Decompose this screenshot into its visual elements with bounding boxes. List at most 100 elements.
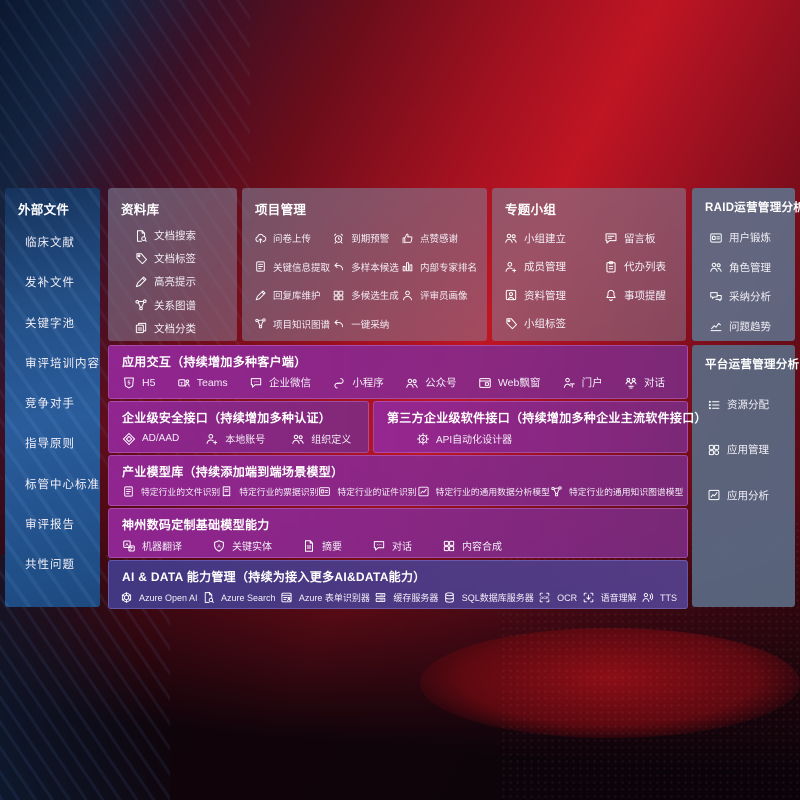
item-label: 内部专家排名 (419, 262, 477, 274)
list-item[interactable]: 事项提醒 (604, 288, 666, 303)
item-label: 关键字池 (25, 317, 75, 330)
list-item[interactable]: 门户 (562, 375, 603, 390)
item-label: TTS (659, 592, 677, 603)
list-item[interactable]: 特定行业的证件识别 (318, 485, 417, 498)
base-models-list: 机器翻译 关键实体 摘要 对话 内容合成 (109, 533, 687, 553)
list-item[interactable]: H5 (122, 376, 155, 390)
item-label: 留言板 (624, 232, 656, 245)
app-interaction-title: 应用交互（持续增加多种客户端） (122, 355, 307, 369)
list-item[interactable]: 小组建立 (504, 231, 566, 246)
list-item[interactable]: 文档标签 (134, 251, 237, 266)
list-item[interactable]: 发补文件 (25, 274, 100, 290)
list-item[interactable]: 指导原则 (25, 435, 100, 451)
doc-icon (302, 539, 316, 553)
list-item[interactable]: 一键采纳 (332, 317, 399, 331)
list-item[interactable]: 关键字池 (25, 315, 100, 331)
item-label: 资源分配 (727, 399, 769, 412)
raid-analysis-panel: RAID运营管理分析 用户锻炼 角色管理 采纳分析 问题趋势 (692, 188, 800, 341)
speech-icon (582, 591, 595, 604)
list-item[interactable]: 小程序 (332, 375, 384, 390)
list-item[interactable]: 用户锻炼 (709, 230, 795, 245)
list-item[interactable]: 评审员画像 (401, 288, 477, 302)
list-item[interactable]: 竞争对手 (25, 395, 100, 411)
item-label: H5 (142, 376, 156, 389)
list-item[interactable]: 关键实体 (212, 538, 272, 553)
list-item[interactable]: 摘要 (302, 538, 342, 553)
doc-search-icon (202, 591, 215, 604)
list-item[interactable]: 点赞感谢 (401, 231, 477, 245)
list-item[interactable]: 关系图谱 (134, 298, 237, 313)
list-item[interactable]: 关键信息提取 (254, 260, 330, 274)
list-item[interactable]: 留言板 (604, 231, 666, 246)
list-item[interactable]: 共性问题 (25, 556, 100, 572)
list-item[interactable]: 临床文献 (25, 234, 100, 250)
list-item[interactable]: API自动化设计器 (416, 431, 512, 446)
list-item[interactable]: 企业微信 (249, 375, 311, 390)
list-item[interactable]: 特定行业的文件识别 (122, 485, 220, 498)
item-label: 审评培训内容 (25, 357, 100, 370)
list-item[interactable]: 应用分析 (707, 488, 795, 503)
list-item[interactable]: 审评报告 (25, 516, 100, 532)
item-label: 审评报告 (25, 518, 75, 531)
list-item[interactable]: 本地账号 (205, 431, 265, 446)
list-item[interactable]: 组织定义 (291, 431, 351, 446)
item-label: 点赞感谢 (419, 234, 458, 246)
list-item[interactable]: 资源分配 (707, 397, 795, 412)
list-item[interactable]: 问题趋势 (709, 319, 795, 334)
list-item[interactable]: 到期预警 (332, 231, 399, 245)
list-item[interactable]: 机器翻译 (122, 538, 182, 553)
industry-models-list: 特定行业的文件识别 特定行业的票据识别 特定行业的证件识别 特定行业的通用数据分析模型… (109, 480, 687, 498)
list-item[interactable]: 成员管理 (504, 259, 566, 274)
item-label: 小组建立 (524, 232, 566, 245)
list-item[interactable]: Azure 表单识别器 (280, 591, 370, 604)
list-item[interactable]: 应用管理 (707, 442, 795, 457)
list-item[interactable]: 文档分类 (134, 321, 237, 336)
list-item[interactable]: 内容合成 (442, 538, 502, 553)
list-item[interactable]: 特定行业的票据识别 (220, 485, 318, 498)
item-label: 用户锻炼 (729, 232, 771, 245)
platform-analysis-panel: 平台运营管理分析 资源分配 应用管理 应用分析 (692, 345, 799, 607)
list-item[interactable]: OCR (538, 591, 577, 604)
list-item[interactable]: 对话 (624, 375, 665, 390)
list-item[interactable]: 文档搜索 (134, 228, 237, 243)
list-item[interactable]: 多候选生成 (332, 288, 399, 302)
raid-analysis-list: 用户锻炼角色管理采纳分析问题趋势 (709, 223, 795, 341)
list-item[interactable]: 对话 (372, 538, 412, 553)
list-item[interactable]: Teams (177, 376, 228, 390)
list-item[interactable]: 内部专家排名 (401, 260, 477, 274)
list-item[interactable]: SQL数据库服务器 (443, 591, 534, 604)
openai-icon (120, 591, 133, 604)
list-item[interactable]: 语音理解 (582, 591, 637, 604)
list-item[interactable]: Web飘窗 (478, 375, 540, 390)
item-label: 小程序 (352, 377, 384, 389)
list-item[interactable]: 代办列表 (604, 259, 666, 274)
list-item[interactable]: 角色管理 (709, 260, 795, 275)
library-list: 文档搜索文档标签高亮提示关系图谱文档分类 (134, 224, 237, 340)
list-item[interactable]: 审评培训内容 (25, 355, 100, 371)
list-item[interactable]: 小组标签 (504, 316, 566, 331)
list-item[interactable]: 特定行业的通用数据分析模型 (417, 485, 550, 498)
bubble-icon (372, 539, 386, 553)
list-item[interactable]: AD/AAD (122, 432, 179, 446)
list-item[interactable]: 缓存服务器 (374, 591, 438, 604)
list-item[interactable]: 公众号 (405, 375, 457, 390)
list-item[interactable]: TTS (641, 591, 677, 604)
item-label: 项目知识图谱 (273, 319, 331, 331)
item-label: Azure Open AI (139, 592, 198, 603)
list-item[interactable]: 问卷上传 (254, 231, 330, 245)
list-item[interactable]: 采纳分析 (709, 289, 795, 304)
list-item[interactable]: 回复库维护 (254, 288, 330, 302)
graph-icon (550, 485, 563, 498)
db-icon (443, 591, 456, 604)
list-item[interactable]: 资料管理 (504, 288, 566, 303)
list-icon (707, 398, 721, 412)
list-item[interactable]: 项目知识图谱 (254, 317, 330, 331)
list-item[interactable]: 多样本候选 (332, 260, 399, 274)
item-label: 内容合成 (462, 542, 502, 553)
list-item[interactable]: 高亮提示 (134, 274, 237, 289)
list-item[interactable]: Azure Open AI (120, 591, 198, 604)
item-label: 竞争对手 (25, 398, 75, 410)
list-item[interactable]: 特定行业的通用知识图谱模型 (550, 485, 683, 498)
list-item[interactable]: 标管中心标准 (25, 476, 100, 492)
list-item[interactable]: Azure Search (202, 591, 275, 604)
